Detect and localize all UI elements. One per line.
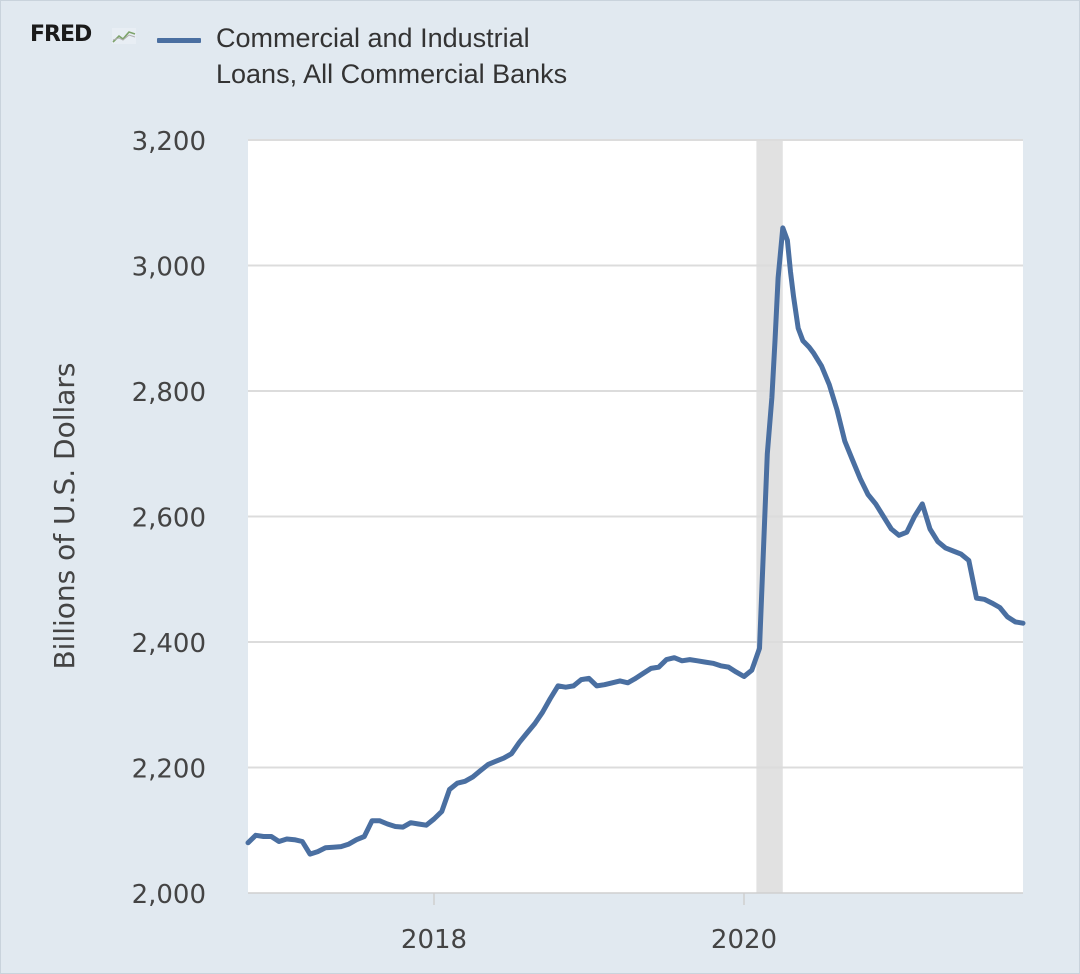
fred-logo: FRED bbox=[30, 22, 92, 47]
y-tick-label: 2,800 bbox=[132, 378, 206, 408]
x-tick-label: 2018 bbox=[401, 925, 467, 955]
axis-layer: 2,000 2,200 2,400 2,600 2,800 3,000 3,200 2018 2… bbox=[132, 127, 1023, 955]
series-line bbox=[245, 225, 1026, 857]
series-layer bbox=[245, 225, 1026, 857]
legend-label: Commercial and Industrial Loans, All Com… bbox=[216, 20, 636, 92]
y-tick-label: 3,000 bbox=[132, 253, 206, 283]
y-axis-label: Billions of U.S. Dollars bbox=[48, 362, 81, 669]
y-tick-label: 3,200 bbox=[132, 127, 206, 157]
y-tick-label: 2,400 bbox=[132, 629, 206, 659]
legend-label-line2: Loans, All Commercial Banks bbox=[216, 59, 568, 89]
grid-layer bbox=[248, 139, 1023, 769]
y-tick-label: 2,000 bbox=[132, 880, 206, 910]
fred-logo-graph-icon bbox=[112, 28, 136, 44]
legend-label-line1: Commercial and Industrial bbox=[216, 23, 530, 53]
y-tick-label: 2,200 bbox=[132, 755, 206, 785]
x-tick-label: 2020 bbox=[711, 925, 777, 955]
y-tick-label: 2,600 bbox=[132, 504, 206, 534]
legend-swatch bbox=[157, 38, 201, 43]
